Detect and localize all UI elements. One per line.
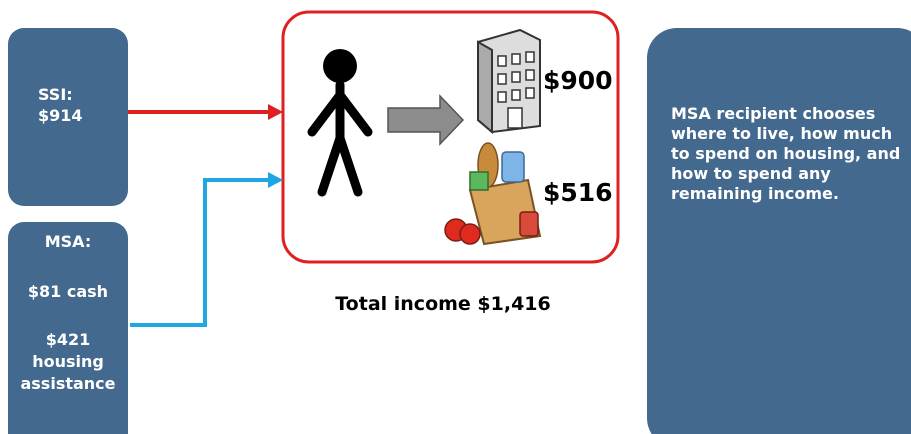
msa-label: MSA: [8, 232, 128, 251]
msa-cash: $81 cash [8, 282, 128, 301]
msa-housing-line: $421 [8, 330, 128, 349]
msa-housing-line: assistance [8, 374, 128, 393]
msa-arrowhead [268, 172, 283, 188]
msa-housing-line: housing [8, 352, 128, 371]
ssi-label: SSI: [38, 85, 73, 104]
ssi-arrowhead [268, 104, 283, 120]
building-icon [478, 30, 540, 132]
food-amount: $516 [543, 178, 613, 207]
housing-amount: $900 [543, 66, 613, 95]
msa-box: MSA: $81 cash $421 housing assistance [8, 222, 128, 434]
page: SSI: $914 MSA: $81 cash $421 housing ass… [0, 0, 911, 434]
ssi-box: SSI: $914 [8, 28, 128, 206]
ssi-amount: $914 [38, 106, 83, 125]
total-income: Total income $1,416 [283, 293, 603, 315]
note-box: MSA recipient chooses where to live, how… [647, 28, 911, 434]
msa-arrow [130, 180, 270, 325]
note-text: MSA recipient chooses where to live, how… [671, 104, 911, 204]
